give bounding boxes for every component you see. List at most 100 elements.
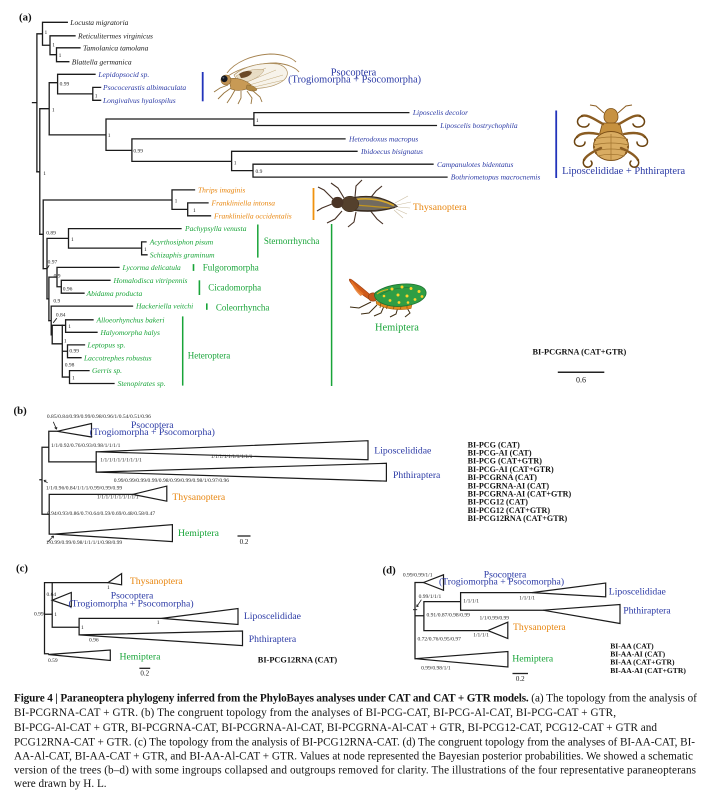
svg-text:Hackeriella veitchi: Hackeriella veitchi [135,302,193,311]
svg-text:1: 1 [64,338,67,344]
svg-text:1/1/1/1/1/1/1/1/1/1: 1/1/1/1/1/1/1/1/1/1 [97,494,139,500]
svg-text:BI-AA-AI (CAT+GTR): BI-AA-AI (CAT+GTR) [610,666,686,675]
svg-text:1: 1 [45,30,48,36]
svg-text:1: 1 [256,118,259,124]
svg-text:Psocoptera: Psocoptera [131,420,174,431]
svg-text:Psocoptera: Psocoptera [484,570,527,581]
svg-text:1: 1 [107,585,110,591]
svg-text:0.99: 0.99 [133,148,143,154]
svg-text:Heterodoxus macropus: Heterodoxus macropus [348,135,418,144]
svg-text:Frankliniella occidentalis: Frankliniella occidentalis [213,211,292,220]
svg-text:Phthiraptera: Phthiraptera [249,634,297,645]
svg-text:Sternorrhyncha: Sternorrhyncha [264,236,319,246]
svg-text:1/1/1/1: 1/1/1/1 [519,595,535,601]
svg-text:Liposcelis decolor: Liposcelis decolor [412,108,468,117]
svg-text:0.97: 0.97 [48,259,58,265]
svg-text:Blattella germanica: Blattella germanica [72,57,132,66]
svg-text:0.98: 0.98 [65,363,75,369]
svg-text:Tamolanica tamolana: Tamolanica tamolana [83,43,149,52]
svg-text:BI-PCG12 (CAT): BI-PCG12 (CAT) [468,498,529,507]
svg-text:BI-PCGRNA (CAT+GTR): BI-PCGRNA (CAT+GTR) [533,348,627,357]
svg-text:BI-AA (CAT): BI-AA (CAT) [610,642,654,651]
svg-text:1: 1 [68,324,71,330]
svg-text:0.89: 0.89 [46,230,56,236]
svg-text:BI-PCG12RNA (CAT+GTR): BI-PCG12RNA (CAT+GTR) [468,514,568,523]
svg-text:Campanulotes bidentatus: Campanulotes bidentatus [437,160,514,169]
svg-text:Stenopirates sp.: Stenopirates sp. [118,379,166,388]
svg-text:0.6: 0.6 [576,376,586,385]
svg-text:1/1/0.96/0.84/1/1/1/0.99/0.99/: 1/1/0.96/0.84/1/1/1/0.99/0.99/0.99 [46,486,122,492]
svg-text:Alloeorhynchus bakeri: Alloeorhynchus bakeri [96,315,165,324]
svg-text:1/1/1/1: 1/1/1/1 [463,598,479,604]
svg-text:0.99/1/1/1: 0.99/1/1/1 [419,594,442,600]
svg-text:1: 1 [108,133,111,139]
svg-text:Locusta migratoria: Locusta migratoria [69,18,128,27]
svg-text:0.59: 0.59 [48,658,58,664]
svg-text:BI-PCG12RNA (CAT): BI-PCG12RNA (CAT) [258,656,338,665]
svg-text:1: 1 [59,53,62,59]
svg-text:0.94/0.93/0.86/0.7/0.64/0.59/0: 0.94/0.93/0.86/0.7/0.64/0.59/0.69/0.48/0… [47,511,155,517]
svg-text:1/1/1/1/1/1/1/1/1/1: 1/1/1/1/1/1/1/1/1/1 [211,454,253,460]
svg-text:Pachypsylla venusta: Pachypsylla venusta [184,224,247,233]
svg-text:0.84: 0.84 [56,313,66,319]
svg-text:1: 1 [81,625,84,631]
svg-text:Phthiraptera: Phthiraptera [623,606,671,617]
svg-text:BI-PCGRNA-AI (CAT): BI-PCGRNA-AI (CAT) [468,481,550,490]
svg-text:Heteroptera: Heteroptera [188,350,230,360]
svg-text:Frankliniella intonsa: Frankliniella intonsa [211,199,276,208]
svg-text:BI-PCG-Al-CAT + GTR, BI-PCGRNA: BI-PCG-Al-CAT + GTR, BI-PCGRNA-CAT, BI-P… [14,722,657,734]
svg-text:Figure 4 | Paraneoptera phylog: Figure 4 | Paraneoptera phylogeny inferr… [14,693,697,705]
svg-text:Hemiptera: Hemiptera [512,654,554,665]
svg-text:BI-AA-AI (CAT): BI-AA-AI (CAT) [610,650,665,659]
svg-text:Psococerastis albimaculata: Psococerastis albimaculata [102,83,186,92]
svg-text:0.64: 0.64 [47,592,57,598]
svg-text:0.91/0.87/0.98/0.99: 0.91/0.87/0.98/0.99 [427,612,471,618]
svg-text:0.85/0.84/0.99/0.99/0.98/0.96/: 0.85/0.84/0.99/0.99/0.98/0.96/1/0.54/0.5… [47,414,151,420]
svg-text:Coleorrhyncha: Coleorrhyncha [216,302,269,312]
svg-text:0.9: 0.9 [256,169,263,175]
svg-text:BI-PCG (CAT): BI-PCG (CAT) [468,440,521,449]
svg-text:Phthiraptera: Phthiraptera [393,470,441,481]
svg-text:Liposcelididae + Phthiraptera: Liposcelididae + Phthiraptera [562,166,685,177]
svg-text:Homalodisca vitripennis: Homalodisca vitripennis [113,276,188,285]
svg-text:Liposcelididae: Liposcelididae [244,611,301,622]
svg-text:0.9: 0.9 [53,299,60,305]
svg-text:0.99/0.99/0.99/0.99/0.98/0.99/: 0.99/0.99/0.99/0.99/0.98/0.99/0.99/0.98/… [114,478,229,484]
svg-text:0.96: 0.96 [89,637,99,643]
svg-text:1: 1 [175,199,178,205]
svg-text:PCG12RNA-CAT + GTR. (c) The to: PCG12RNA-CAT + GTR. (c) The topology fro… [14,736,695,748]
svg-text:Abidama producta: Abidama producta [86,289,143,298]
svg-text:BI-PCGRNA-AI (CAT+GTR): BI-PCGRNA-AI (CAT+GTR) [468,490,572,499]
svg-text:Fulgoromorpha: Fulgoromorpha [203,262,259,272]
svg-text:Longivalvus hyalospilus: Longivalvus hyalospilus [102,96,176,105]
svg-text:Thysanoptera: Thysanoptera [413,202,467,213]
svg-text:Thysanoptera: Thysanoptera [513,622,566,633]
svg-text:0.99: 0.99 [34,611,44,617]
svg-text:(Trogiomorpha + Psocomorpha): (Trogiomorpha + Psocomorpha) [288,75,421,86]
svg-text:0.2: 0.2 [140,670,149,678]
svg-text:(Trogiomorpha + Psocomorpha): (Trogiomorpha + Psocomorpha) [90,427,215,438]
svg-text:BI-PCG (CAT+GTR): BI-PCG (CAT+GTR) [468,457,543,466]
svg-text:Leptopus sp.: Leptopus sp. [87,341,126,350]
svg-text:Lepidopsocid sp.: Lepidopsocid sp. [97,70,149,79]
svg-text:1: 1 [52,107,55,113]
svg-text:1: 1 [52,43,55,49]
svg-text:1: 1 [95,93,98,99]
svg-text:1/1/0.92/0.76/0.93/0.98/1/1/1/: 1/1/0.92/0.76/0.93/0.98/1/1/1/1 [51,443,121,449]
svg-text:Thysanoptera: Thysanoptera [130,576,183,587]
svg-text:0.2: 0.2 [240,538,249,546]
svg-text:BI-PCG-AI (CAT+GTR): BI-PCG-AI (CAT+GTR) [468,465,554,474]
svg-text:BI-AA (CAT+GTR): BI-AA (CAT+GTR) [610,658,675,667]
svg-text:were drawn by H. L.: were drawn by H. L. [14,778,107,790]
svg-text:(Trogiomorpha + Psocomorpha): (Trogiomorpha + Psocomorpha) [439,577,564,588]
svg-text:Acyrthosiphon pisum: Acyrthosiphon pisum [149,238,214,247]
svg-text:1: 1 [54,612,57,618]
svg-text:Thysanoptera: Thysanoptera [172,492,225,503]
svg-text:0.99/0.98/1/1: 0.99/0.98/1/1 [421,666,451,672]
svg-text:0.96: 0.96 [63,286,73,292]
svg-text:(Trogiomorpha + Psocomorpha): (Trogiomorpha + Psocomorpha) [68,599,193,610]
svg-text:Hemiptera: Hemiptera [178,528,220,539]
svg-text:1: 1 [234,160,237,166]
svg-text:(a): (a) [19,12,32,24]
svg-text:1/1/0.99/0.99: 1/1/0.99/0.99 [480,615,510,621]
